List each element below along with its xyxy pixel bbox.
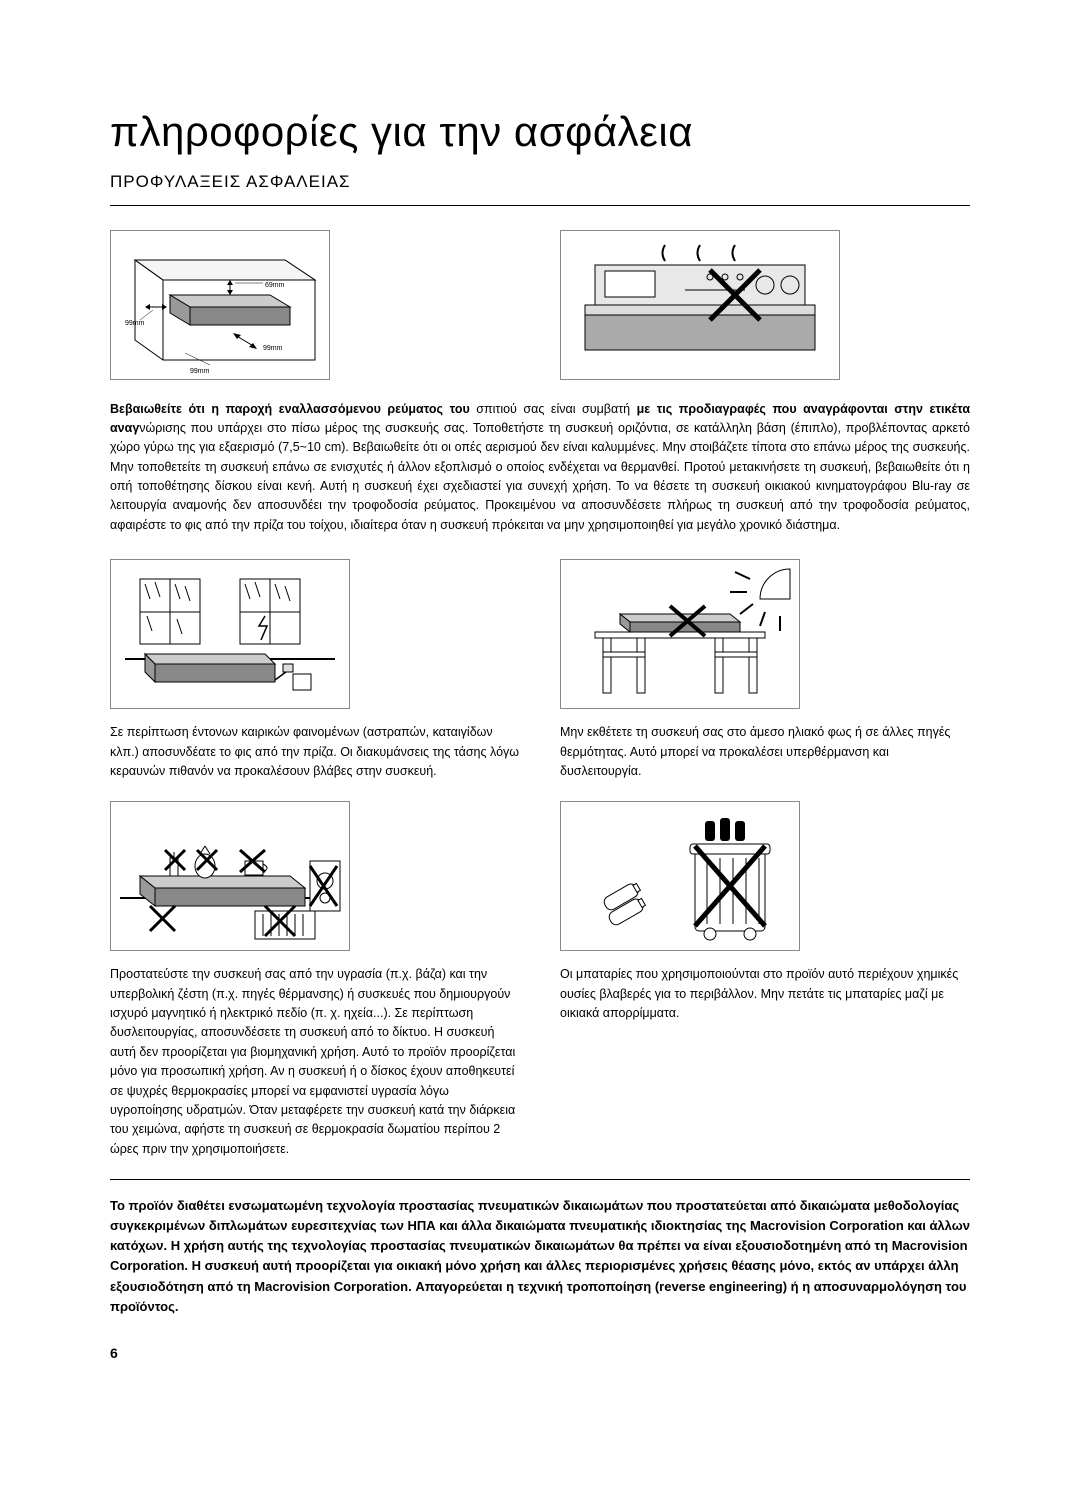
sunlight-text: Μην εκθέτετε τη συσκευή σας στο άμεσο ηλ…	[560, 723, 970, 781]
svg-text:99mm: 99mm	[125, 320, 145, 327]
illustration-sunlight	[560, 559, 800, 709]
illustration-battery	[560, 801, 800, 951]
svg-text:99mm: 99mm	[263, 345, 283, 352]
illustration-row-3: Προστατεύστε την συσκευή σας από την υγρ…	[110, 801, 970, 1159]
battery-text: Οι μπαταρίες που χρησιμοποιούνται στο πρ…	[560, 965, 970, 1023]
illustration-row-1: 69mm 99mm 99mm 99mm	[110, 230, 970, 380]
main-paragraph: Βεβαιωθείτε ότι η παροχή εναλλασσόμενου …	[110, 400, 970, 536]
illustration-clearance: 69mm 99mm 99mm 99mm	[110, 230, 330, 380]
page-number: 6	[110, 1343, 970, 1364]
illustration-storm	[110, 559, 350, 709]
illustration-moisture	[110, 801, 350, 951]
section-subtitle: ΠΡΟΦΥΛΑΞΕΙΣ ΑΣΦΑΛΕΙΑΣ	[110, 169, 970, 206]
illustration-row-2: Σε περίπτωση έντονων καιρικών φαινομένων…	[110, 559, 970, 781]
svg-text:99mm: 99mm	[190, 368, 210, 375]
page-title: πληροφορίες για την ασφάλεια	[110, 100, 970, 163]
illustration-no-stack	[560, 230, 840, 380]
moisture-text: Προστατεύστε την συσκευή σας από την υγρ…	[110, 965, 520, 1159]
dim-top: 69mm	[265, 282, 285, 289]
storm-text: Σε περίπτωση έντονων καιρικών φαινομένων…	[110, 723, 520, 781]
macrovision-disclaimer: Το προϊόν διαθέτει ενσωματωμένη τεχνολογ…	[110, 1179, 970, 1317]
